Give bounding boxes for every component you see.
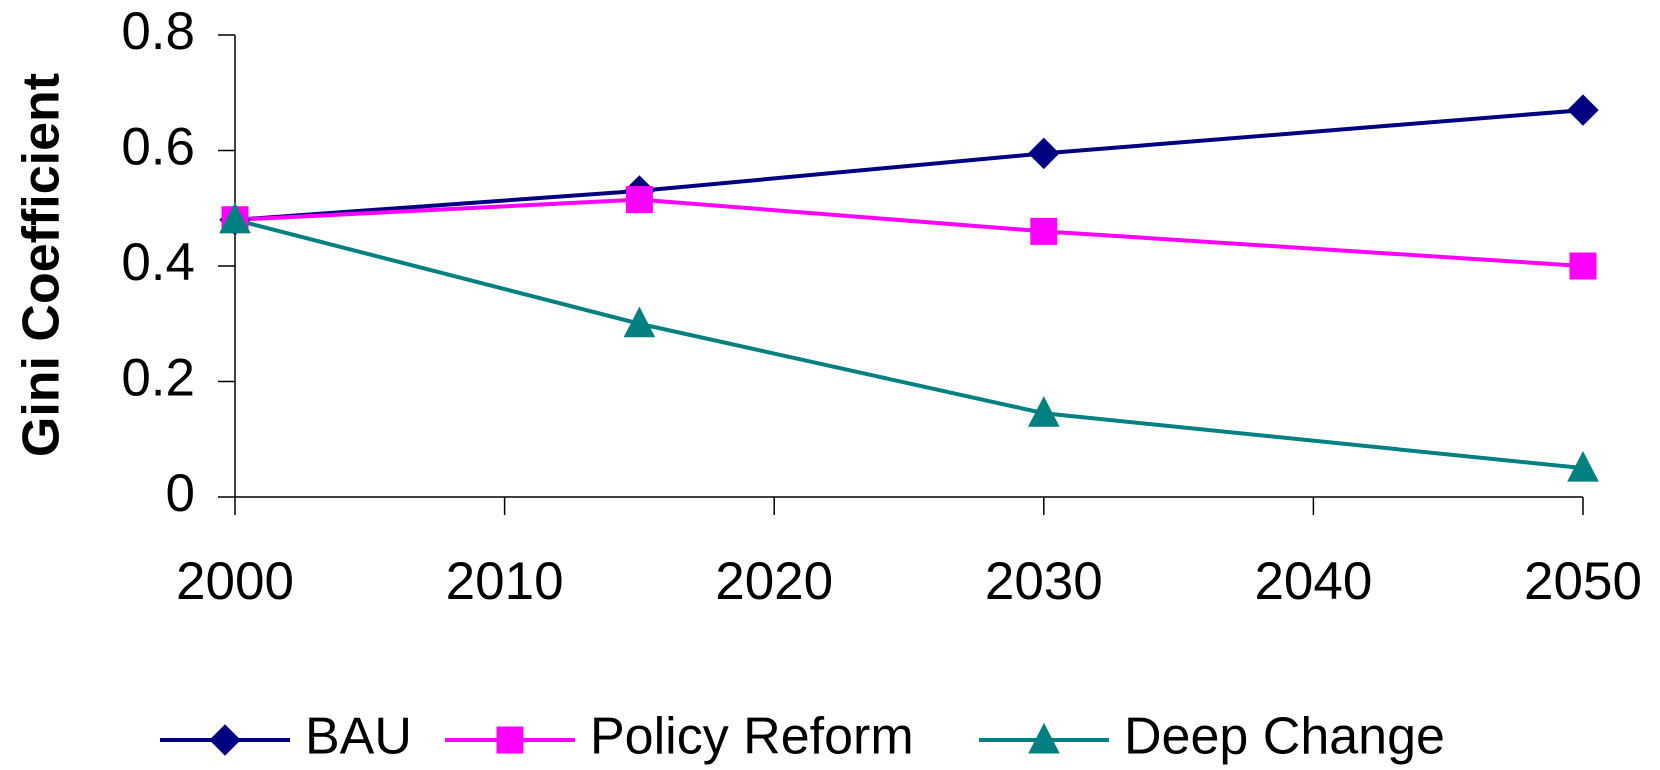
y-tick-label: 0.6: [121, 118, 195, 177]
series-line: [234, 197, 1584, 268]
legend-label: Deep Change: [1124, 708, 1445, 766]
legend-marker: [1028, 722, 1060, 754]
data-point: [1567, 94, 1599, 126]
data-point: [219, 202, 251, 234]
legend-marker: [496, 726, 524, 754]
data-point: [623, 306, 656, 338]
x-tick-label: 2020: [715, 552, 833, 611]
series-line: [234, 108, 1584, 222]
data-point: [1569, 252, 1597, 280]
legend-marker: [209, 724, 241, 756]
legend-label: Policy Reform: [590, 708, 914, 766]
y-tick-label: 0.4: [121, 233, 195, 292]
series-line: [234, 217, 1584, 471]
x-tick-label: 2030: [985, 552, 1103, 611]
x-tick-label: 2050: [1524, 552, 1642, 611]
legend-label: BAU: [305, 708, 412, 766]
x-tick-label: 2000: [176, 552, 294, 611]
data-point: [1030, 217, 1058, 245]
data-point: [1027, 396, 1060, 427]
data-point: [625, 186, 653, 214]
data-point: [1028, 137, 1060, 170]
y-axis-label: Gini Coefficient: [13, 73, 71, 457]
x-tick-label: 2040: [1254, 552, 1372, 611]
y-tick-label: 0.8: [121, 2, 195, 61]
data-point: [1567, 451, 1599, 482]
y-tick-label: 0: [166, 464, 195, 523]
x-tick-label: 2010: [446, 552, 564, 611]
y-tick-label: 0.2: [121, 349, 195, 408]
